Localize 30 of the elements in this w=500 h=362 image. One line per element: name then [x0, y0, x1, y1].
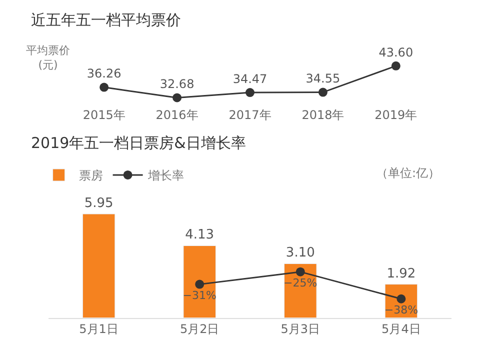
x-tick-label: 2019年 [374, 108, 418, 122]
chart-title: 近五年五一档平均票价 [31, 11, 181, 29]
data-label: 34.47 [232, 72, 268, 86]
x-tick-label: 2017年 [228, 108, 272, 122]
legend-label: 增长率 [146, 168, 184, 183]
data-label: 3.10 [286, 246, 315, 261]
x-tick-label: 5月1日 [79, 322, 118, 336]
x-tick-label: 5月4日 [382, 322, 421, 336]
x-tick-label: 5月2日 [180, 322, 220, 336]
data-label: 36.26 [86, 66, 122, 81]
point [172, 93, 182, 102]
data-label: 43.60 [378, 45, 414, 60]
y-axis-title: 平均票价 (元) [26, 44, 70, 72]
x-tick-label: 2015年 [82, 108, 126, 122]
data-label: 4.13 [185, 228, 214, 243]
legend-label: 票房 [78, 168, 103, 183]
point [318, 88, 328, 97]
point [391, 61, 400, 70]
data-label: 5.95 [84, 196, 114, 211]
chart-title: 2019年五一档日票房&日增长率 [31, 134, 246, 152]
x-tick-label: 5月3日 [280, 322, 320, 336]
bar [82, 214, 116, 318]
data-label: 34.55 [306, 72, 340, 86]
x-tick-label: 2018年 [302, 108, 344, 122]
data-label: 32.68 [160, 77, 194, 92]
text: （单位:亿） [376, 166, 440, 180]
point [100, 82, 109, 92]
point [246, 88, 254, 98]
x-tick-label: 2016年 [156, 108, 198, 122]
data-label: 1.92 [386, 266, 416, 282]
